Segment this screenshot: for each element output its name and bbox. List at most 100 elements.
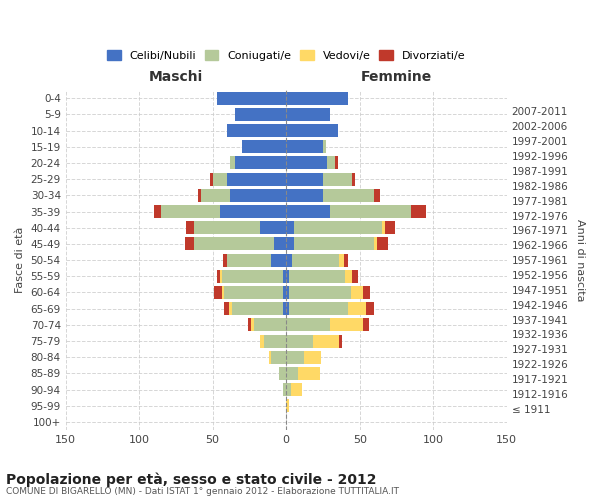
Bar bbox=[201, 189, 230, 202]
Bar bbox=[362, 318, 368, 332]
Bar bbox=[210, 172, 212, 186]
Bar bbox=[214, 286, 221, 299]
Bar bbox=[264, 334, 286, 347]
Bar bbox=[251, 318, 254, 332]
Bar bbox=[377, 238, 388, 250]
Bar bbox=[227, 254, 271, 266]
Bar bbox=[286, 172, 323, 186]
Text: COMUNE DI BIGARELLO (MN) - Dati ISTAT 1° gennaio 2012 - Elaborazione TUTTITALIA.: COMUNE DI BIGARELLO (MN) - Dati ISTAT 1°… bbox=[6, 488, 399, 496]
Bar bbox=[328, 156, 335, 170]
Legend: Celibi/Nubili, Coniugati/e, Vedovi/e, Divorziati/e: Celibi/Nubili, Coniugati/e, Vedovi/e, Di… bbox=[103, 46, 469, 65]
Bar bbox=[286, 108, 331, 121]
Bar bbox=[227, 172, 286, 186]
Bar bbox=[289, 302, 348, 315]
Bar bbox=[323, 140, 326, 153]
Bar bbox=[351, 286, 362, 299]
Bar bbox=[269, 351, 271, 364]
Bar bbox=[286, 221, 293, 234]
Bar bbox=[286, 383, 290, 396]
Bar bbox=[374, 189, 380, 202]
Bar bbox=[289, 270, 345, 283]
Bar bbox=[283, 302, 286, 315]
Bar bbox=[313, 334, 339, 347]
Bar bbox=[344, 254, 348, 266]
Bar bbox=[304, 351, 322, 364]
Bar bbox=[254, 318, 286, 332]
Bar bbox=[293, 238, 374, 250]
Bar bbox=[283, 383, 286, 396]
Bar bbox=[286, 270, 289, 283]
Bar bbox=[331, 318, 362, 332]
Bar bbox=[331, 205, 411, 218]
Bar bbox=[286, 156, 328, 170]
Bar bbox=[345, 270, 352, 283]
Bar bbox=[286, 189, 323, 202]
Bar bbox=[220, 270, 221, 283]
Bar bbox=[323, 172, 352, 186]
Bar bbox=[293, 221, 382, 234]
Bar bbox=[224, 302, 229, 315]
Bar bbox=[242, 140, 286, 153]
Bar bbox=[194, 221, 260, 234]
Bar bbox=[235, 108, 286, 121]
Bar bbox=[385, 221, 395, 234]
Bar bbox=[286, 318, 331, 332]
Bar bbox=[271, 351, 286, 364]
Bar bbox=[382, 221, 385, 234]
Bar bbox=[221, 270, 283, 283]
Bar bbox=[286, 351, 304, 364]
Bar bbox=[230, 156, 235, 170]
Bar bbox=[286, 334, 313, 347]
Bar bbox=[339, 254, 344, 266]
Bar bbox=[217, 92, 286, 104]
Bar bbox=[286, 140, 323, 153]
Bar bbox=[290, 383, 302, 396]
Bar bbox=[374, 238, 377, 250]
Bar bbox=[223, 254, 227, 266]
Bar bbox=[221, 286, 224, 299]
Bar bbox=[232, 302, 283, 315]
Text: Femmine: Femmine bbox=[361, 70, 432, 84]
Bar bbox=[186, 221, 194, 234]
Bar bbox=[154, 205, 161, 218]
Bar bbox=[224, 286, 283, 299]
Bar bbox=[286, 254, 292, 266]
Bar bbox=[229, 302, 232, 315]
Bar bbox=[286, 92, 348, 104]
Bar bbox=[286, 400, 289, 412]
Text: Maschi: Maschi bbox=[149, 70, 203, 84]
Bar bbox=[286, 205, 331, 218]
Bar bbox=[161, 205, 220, 218]
Y-axis label: Fasce di età: Fasce di età bbox=[15, 227, 25, 294]
Bar bbox=[283, 270, 286, 283]
Bar bbox=[235, 156, 286, 170]
Bar bbox=[298, 367, 320, 380]
Bar bbox=[279, 367, 286, 380]
Bar bbox=[286, 238, 293, 250]
Bar bbox=[335, 156, 338, 170]
Bar bbox=[348, 302, 365, 315]
Bar bbox=[286, 124, 338, 137]
Bar bbox=[194, 238, 274, 250]
Text: Popolazione per età, sesso e stato civile - 2012: Popolazione per età, sesso e stato civil… bbox=[6, 472, 377, 487]
Bar bbox=[212, 172, 227, 186]
Bar bbox=[365, 302, 374, 315]
Bar bbox=[274, 238, 286, 250]
Bar bbox=[286, 367, 298, 380]
Bar bbox=[227, 124, 286, 137]
Bar bbox=[185, 238, 194, 250]
Bar bbox=[323, 189, 374, 202]
Bar bbox=[339, 334, 342, 347]
Bar bbox=[248, 318, 251, 332]
Bar bbox=[260, 221, 286, 234]
Y-axis label: Anni di nascita: Anni di nascita bbox=[575, 219, 585, 302]
Bar bbox=[292, 254, 339, 266]
Bar bbox=[198, 189, 201, 202]
Bar bbox=[217, 270, 220, 283]
Bar bbox=[283, 286, 286, 299]
Bar bbox=[362, 286, 370, 299]
Bar bbox=[271, 254, 286, 266]
Bar bbox=[260, 334, 264, 347]
Bar bbox=[289, 286, 351, 299]
Bar bbox=[230, 189, 286, 202]
